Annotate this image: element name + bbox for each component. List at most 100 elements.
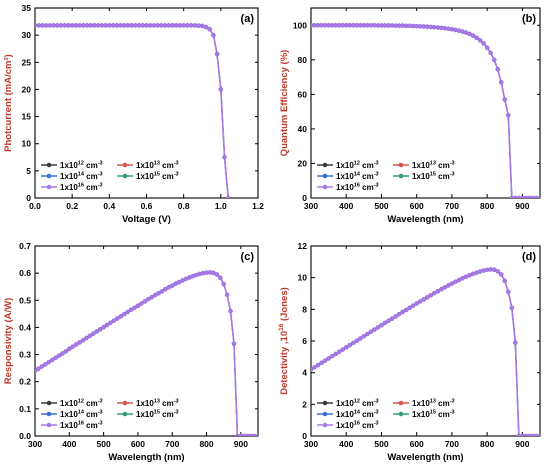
legend-label-unit-exponent: -3 — [374, 172, 379, 178]
legend-swatch-marker — [46, 422, 52, 428]
legend-label-base: 1x10 — [60, 172, 78, 181]
legend-label-exponent: 16 — [354, 183, 360, 189]
x-tick-label: 900 — [515, 439, 529, 449]
legend-label-base: 1x10 — [136, 399, 154, 408]
data-point — [218, 87, 224, 92]
legend-label: 1x1013 cm-3 — [412, 161, 455, 171]
data-point — [97, 327, 103, 332]
legend-label-unit: cm — [360, 399, 374, 408]
y-tick-label: 8 — [302, 304, 307, 314]
x-tick-label: 600 — [131, 439, 145, 449]
data-point — [312, 364, 317, 370]
y-tick-label: 0.6 — [19, 268, 31, 278]
y-tick-label: 25 — [22, 57, 32, 67]
legend-item: 1x1014 cm-3 — [41, 172, 103, 181]
data-point — [400, 309, 405, 315]
legend-swatch-marker — [322, 173, 328, 179]
legend-swatch-marker — [122, 400, 128, 406]
legend-label-unit: cm — [160, 410, 174, 419]
y-tick-label: 0.0 — [19, 431, 31, 441]
panel-tag: (d) — [522, 251, 536, 263]
data-point — [488, 50, 493, 56]
data-point — [101, 324, 106, 330]
legend-swatch-marker — [46, 411, 52, 417]
data-point — [228, 308, 233, 314]
legend-label-unit: cm — [160, 399, 174, 408]
legend-label-unit-exponent: -3 — [98, 161, 103, 167]
data-point — [358, 336, 363, 341]
y-tick-label: 2 — [302, 399, 307, 409]
legend-label-unit-exponent: -3 — [98, 172, 103, 178]
x-tick-label: 300 — [304, 439, 318, 449]
data-point — [135, 303, 141, 309]
legend-label-unit: cm — [360, 172, 374, 181]
x-tick-label: 400 — [339, 439, 353, 449]
data-point — [368, 329, 374, 335]
legend-item: 1x1012 cm-3 — [41, 399, 103, 408]
legend-label-base: 1x10 — [412, 172, 430, 181]
legend-label-exponent: 15 — [154, 410, 160, 416]
data-point — [125, 309, 130, 315]
data-point — [379, 322, 384, 328]
legend-swatch-marker — [46, 400, 52, 406]
legend-label-base: 1x10 — [336, 399, 354, 408]
legend-item: 1x1012 cm-3 — [41, 161, 103, 171]
y-tick-label: 80 — [298, 55, 308, 65]
legend-label-unit: cm — [160, 172, 174, 181]
data-point — [336, 349, 342, 355]
y-axis-label: Quantum Efficiency (%) — [279, 50, 290, 157]
y-tick-label: 0.7 — [19, 241, 31, 251]
x-tick-label: 1.0 — [215, 201, 227, 211]
data-point — [159, 289, 165, 294]
x-tick-label: 0.4 — [103, 201, 115, 211]
legend-label: 1x1014 cm-3 — [60, 410, 103, 420]
legend-label-unit-exponent: -3 — [98, 421, 103, 427]
legend-label-base: 1x10 — [136, 161, 154, 170]
data-point — [424, 294, 430, 300]
legend-label-unit-exponent: -3 — [450, 172, 455, 178]
legend-label-unit: cm — [84, 161, 98, 170]
legend-label-exponent: 13 — [154, 399, 160, 405]
legend-label-unit-exponent: -3 — [450, 410, 455, 416]
legend-item: 1x1016 cm-3 — [41, 421, 103, 430]
legend-label-base: 1x10 — [136, 410, 154, 419]
chart-panel-b: 300 400 500 600 700 800 900 0 20 40 60 80 100 Wavelen… — [279, 7, 541, 225]
legend-label-unit-exponent: -3 — [98, 410, 103, 416]
x-tick-label: 300 — [304, 201, 318, 211]
x-tick-label: 0.2 — [66, 201, 78, 211]
y-axis-label: Photcurrent (mA/cm²) — [3, 54, 14, 152]
y-axis-label: Detectivity ,1016 (Jones) — [278, 287, 290, 395]
data-point — [224, 292, 230, 298]
legend-label-unit: cm — [436, 172, 450, 181]
legend-item: 1x1016 cm-3 — [317, 421, 379, 431]
legend-label-base: 1x10 — [60, 410, 78, 419]
legend-label-exponent: 15 — [430, 410, 436, 416]
legend-label: 1x1012 cm-3 — [60, 161, 103, 171]
legend-label: 1x1016 cm-3 — [336, 421, 379, 431]
legend-label-base: 1x10 — [136, 172, 154, 181]
legend-swatch-marker — [46, 184, 52, 190]
data-point — [474, 35, 479, 41]
x-tick-label: 500 — [97, 439, 111, 449]
legend-label-unit-exponent: -3 — [174, 410, 179, 416]
y-tick-label: 10 — [22, 139, 32, 149]
x-axis-label: Wavelength (nm) — [387, 452, 463, 463]
data-point — [386, 318, 391, 324]
legend-label-exponent: 12 — [78, 161, 84, 167]
data-point — [537, 195, 540, 198]
data-point — [214, 51, 220, 57]
data-point — [46, 359, 52, 365]
legend-label: 1x1015 cm-3 — [412, 410, 455, 420]
legend-label: 1x1015 cm-3 — [136, 172, 179, 182]
legend-item: 1x1013 cm-3 — [117, 161, 179, 170]
legend-swatch-marker — [322, 184, 328, 190]
legend-label-unit-exponent: -3 — [374, 421, 379, 427]
data-point — [111, 318, 117, 323]
data-point — [498, 79, 504, 85]
legend-label-base: 1x10 — [336, 161, 354, 170]
legend-label-unit: cm — [360, 161, 374, 170]
y-tick-label: 100 — [293, 20, 307, 30]
legend-label-base: 1x10 — [336, 410, 354, 419]
